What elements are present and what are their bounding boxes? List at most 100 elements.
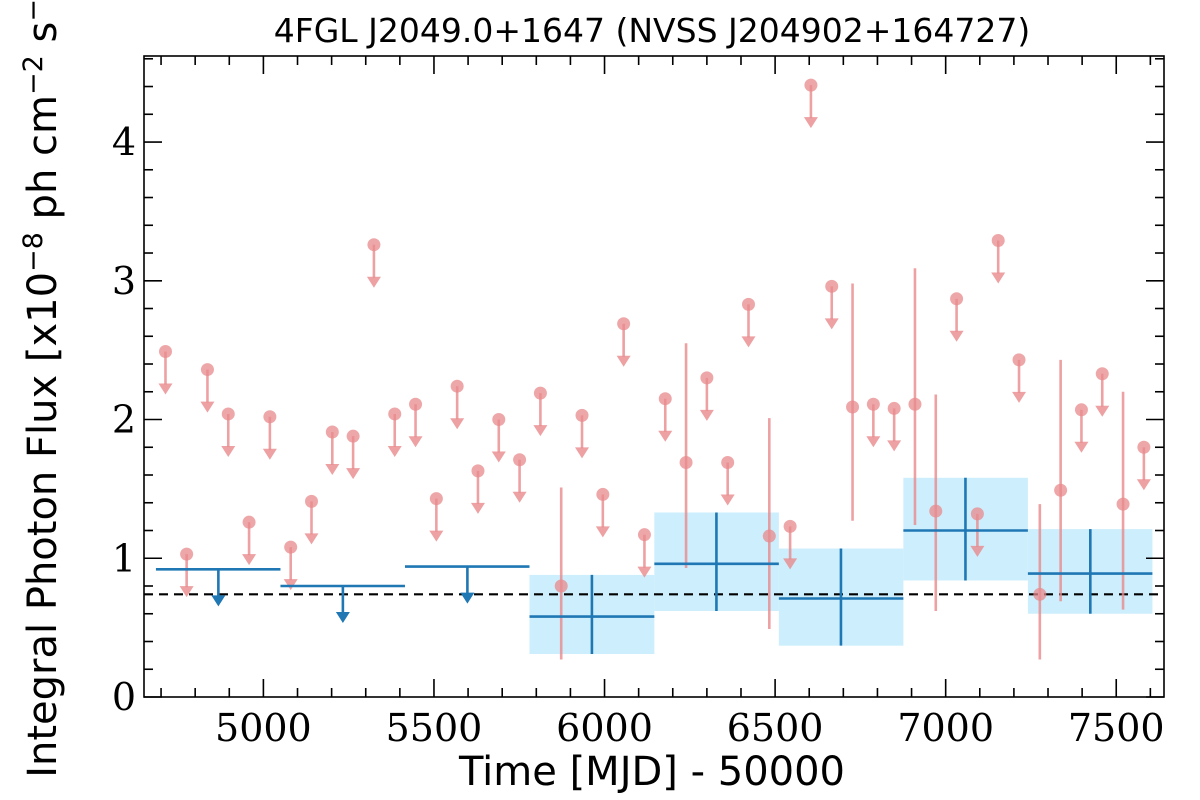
short-bin-upper-limit-point [409,397,423,411]
short-bin-upper-limit-point [533,386,547,400]
x-axis-label: Time [MJD] - 50000 [458,749,845,795]
short-bin-upper-limit-point [700,371,714,385]
long-bin-upper-limit-arrowhead [211,595,226,607]
short-bin-upper-limit-arrowhead [366,276,381,288]
short-bin-upper-limit-point [492,413,506,427]
short-bin-upper-limit-arrowhead [512,491,527,503]
short-bin-upper-limit-arrowhead [637,566,652,578]
short-bin-upper-limit-point [429,492,443,506]
x-tick-label: 5500 [386,706,483,750]
short-bin-upper-limit-arrowhead [450,418,465,430]
short-bin-upper-limit-point [180,547,194,561]
short-bin-upper-limit-point [1012,353,1026,367]
short-bin-upper-limit-point [825,279,839,293]
y-tick-label: 3 [112,259,136,303]
short-bin-upper-limit-point [658,392,672,406]
short-bin-upper-limit-point [242,515,256,529]
short-bin-upper-limit-arrowhead [242,554,257,566]
short-bin-upper-limit-arrowhead [741,336,756,348]
short-bin-upper-limit-arrowhead [1136,479,1151,491]
short-bin-upper-limit-arrowhead [720,494,735,506]
short-bin-upper-limit-arrowhead [408,436,423,448]
short-bin-upper-limit-point [721,456,735,470]
short-bin-upper-limit-arrowhead [533,425,548,437]
short-bin-upper-limit-arrowhead [262,448,277,460]
short-bin-upper-limit-arrowhead [866,436,881,448]
short-bin-upper-limit-arrowhead [429,530,444,542]
y-tick-label: 4 [112,120,136,164]
short-bin-detection-point [908,397,922,411]
short-bin-upper-limit-arrowhead [699,409,714,421]
y-axis-label: Integral Photon Flux [x10−8 ph cm−2 s−1] [18,0,66,778]
short-bin-detection-point [1033,587,1047,601]
chart-title: 4FGL J2049.0+1647 (NVSS J204902+164727) [274,11,1030,50]
long-bin-upper-limit-arrowhead [460,592,475,604]
short-bin-upper-limit-point [866,397,880,411]
short-bin-detection-point [1116,497,1130,511]
short-bin-upper-limit-arrowhead [658,430,673,442]
y-tick-label: 0 [112,675,136,719]
plot-area [144,78,1164,660]
short-bin-upper-limit-point [950,292,964,306]
plot-frame [143,55,1165,698]
axes: 5000 5500 6000 6500 7000 7500 0 1 2 3 4 [112,55,1165,750]
short-bin-upper-limit-arrowhead [595,526,610,538]
short-bin-upper-limit-arrowhead [1095,405,1110,417]
short-bin-upper-limit-point [367,238,381,252]
short-bin-detection-point [554,579,568,593]
short-bin-upper-limit-point [304,494,318,508]
short-bin-upper-limit-point [346,429,360,443]
short-bin-upper-limit-point [513,453,527,467]
short-bin-upper-limit-point [200,363,214,377]
short-bin-upper-limit-point [783,519,797,533]
short-bin-detection-point [846,400,860,414]
short-bin-upper-limit-point [388,407,402,421]
short-bin-upper-limit-point [596,487,610,501]
short-bin-upper-limit-arrowhead [470,502,485,514]
short-bin-upper-limit-arrowhead [991,272,1006,284]
long-bin-upper-limit-arrowhead [335,612,350,624]
x-tick-label: 5000 [215,706,312,750]
short-bin-upper-limit-arrowhead [304,533,319,545]
short-bin-upper-limit-point [221,407,235,421]
short-bin-upper-limit-point [741,297,755,311]
short-bin-upper-limit-point [617,317,631,331]
short-bin-upper-limit-point [284,540,298,554]
short-bin-detection-point [679,456,693,470]
short-bin-upper-limit-arrowhead [491,451,506,463]
short-bin-upper-limit-arrowhead [575,447,590,459]
x-tick-label: 7500 [1068,706,1165,750]
short-bin-upper-limit-point [991,234,1005,248]
y-tick-label: 1 [112,536,136,580]
short-bin-upper-limit-arrowhead [887,440,902,452]
short-bin-upper-limit-arrowhead [970,545,985,557]
short-bin-upper-limit-point [1074,403,1088,417]
short-bin-upper-limit-arrowhead [1074,441,1089,453]
short-bin-upper-limit-arrowhead [200,401,215,413]
short-bin-detection-point [929,504,943,518]
short-bin-upper-limit-point [1095,367,1109,381]
short-bin-upper-limit-arrowhead [221,445,236,457]
short-bin-upper-limit-point [263,410,277,424]
short-bin-upper-limit-arrowhead [325,463,340,475]
short-bin-upper-limit-point [325,425,339,439]
short-bin-upper-limit-arrowhead [387,445,402,457]
short-bin-upper-limit-point [575,408,589,422]
short-bin-detection-point [1054,483,1068,497]
x-tick-label: 6000 [556,706,653,750]
short-bin-upper-limit-point [450,379,464,393]
short-bin-upper-limit-arrowhead [783,558,798,570]
short-bin-upper-limit-point [970,507,984,521]
short-bin-upper-limit-point [887,401,901,415]
x-tick-label: 6500 [727,706,824,750]
short-bin-upper-limit-arrowhead [824,318,839,330]
short-bin-upper-limit-arrowhead [949,330,964,342]
short-bin-upper-limit-arrowhead [616,355,631,367]
short-bin-upper-limit-point [637,528,651,542]
short-bin-upper-limit-point [1137,440,1151,454]
short-bin-upper-limit-point [471,464,485,478]
short-bin-upper-limit-point [804,78,818,92]
short-bin-upper-limit-arrowhead [1012,391,1027,403]
short-bin-upper-limit-point [158,345,172,359]
